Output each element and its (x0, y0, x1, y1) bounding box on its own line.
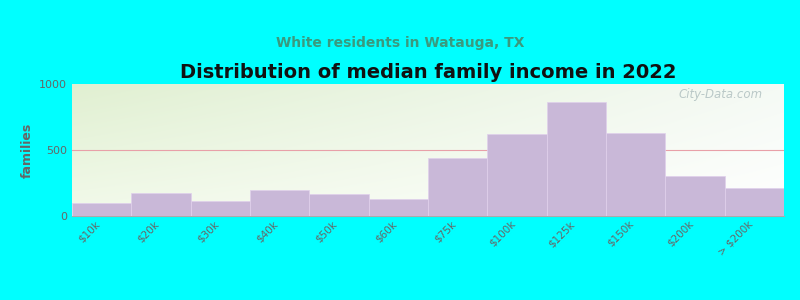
Bar (310, 194, 369, 216)
Text: City-Data.com: City-Data.com (678, 88, 762, 101)
Bar (250, 190, 310, 216)
Bar (428, 158, 487, 216)
Bar (725, 188, 784, 216)
Bar (606, 133, 666, 216)
Bar (72, 203, 131, 216)
Bar (666, 176, 725, 216)
Bar (546, 103, 606, 216)
Text: White residents in Watauga, TX: White residents in Watauga, TX (276, 36, 524, 50)
Bar (131, 193, 190, 216)
Title: Distribution of median family income in 2022: Distribution of median family income in … (180, 63, 676, 82)
Bar (487, 134, 546, 216)
Bar (190, 202, 250, 216)
Y-axis label: families: families (21, 122, 34, 178)
Bar (369, 199, 428, 216)
